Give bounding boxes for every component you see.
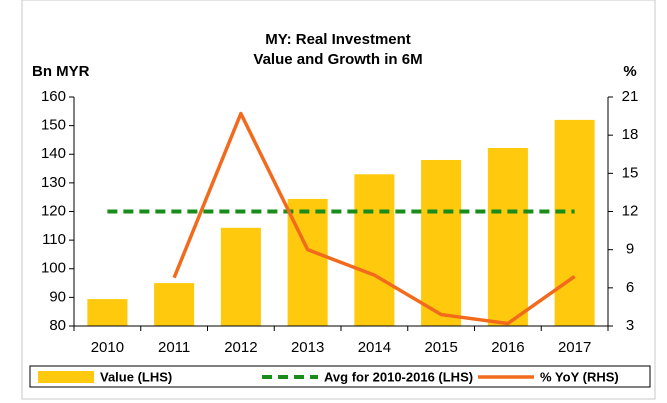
line <box>172 111 576 326</box>
y-axis-label: Bn MYR <box>32 63 90 80</box>
y2-tick-label: 3 <box>626 317 634 334</box>
x-tick-label: 2011 <box>158 339 190 356</box>
bar <box>154 283 195 326</box>
y2-tick-label: 12 <box>622 202 639 219</box>
x-tick-label: 2016 <box>491 339 524 356</box>
y-tick-label: 140 <box>41 145 66 162</box>
legend-label: % YoY (RHS) <box>540 369 619 384</box>
y-tick-label: 80 <box>49 317 66 334</box>
x-tick-label: 2014 <box>358 339 391 356</box>
y-tick-label: 150 <box>41 117 66 134</box>
y2-tick-label: 6 <box>626 279 634 296</box>
y-tick-label: 120 <box>41 202 66 219</box>
bar <box>87 299 128 326</box>
y2-tick-label: 18 <box>622 126 639 143</box>
y-tick-label: 110 <box>42 231 66 248</box>
x-tick-label: 2013 <box>291 339 324 356</box>
bar <box>220 227 261 326</box>
y2-tick-label: 9 <box>626 241 634 258</box>
chart-title: MY: Real Investment <box>265 31 411 48</box>
y2-tick-label: 15 <box>622 164 639 181</box>
legend-label: Avg for 2010-2016 (LHS) <box>324 369 473 384</box>
bar <box>487 147 528 326</box>
bar <box>554 119 595 327</box>
bar <box>421 159 462 326</box>
legend-label: Value (LHS) <box>100 369 172 384</box>
x-tick-label: 2010 <box>91 339 124 356</box>
x-tick-label: 2012 <box>224 339 257 356</box>
x-tick-label: 2015 <box>424 339 457 356</box>
y-tick-label: 130 <box>41 174 66 191</box>
y-tick-label: 100 <box>41 260 66 277</box>
legend-box <box>29 365 651 388</box>
bar <box>354 174 395 326</box>
y-tick-label: 90 <box>49 288 66 305</box>
legend-swatch <box>38 371 94 383</box>
y2-axis-label: % <box>623 63 636 80</box>
y-tick-label: 160 <box>41 88 66 105</box>
x-tick-label: 2017 <box>558 339 591 356</box>
y2-tick-label: 21 <box>622 88 639 105</box>
chart-frame <box>21 0 656 400</box>
chart-title: Value and Growth in 6M <box>253 51 422 68</box>
